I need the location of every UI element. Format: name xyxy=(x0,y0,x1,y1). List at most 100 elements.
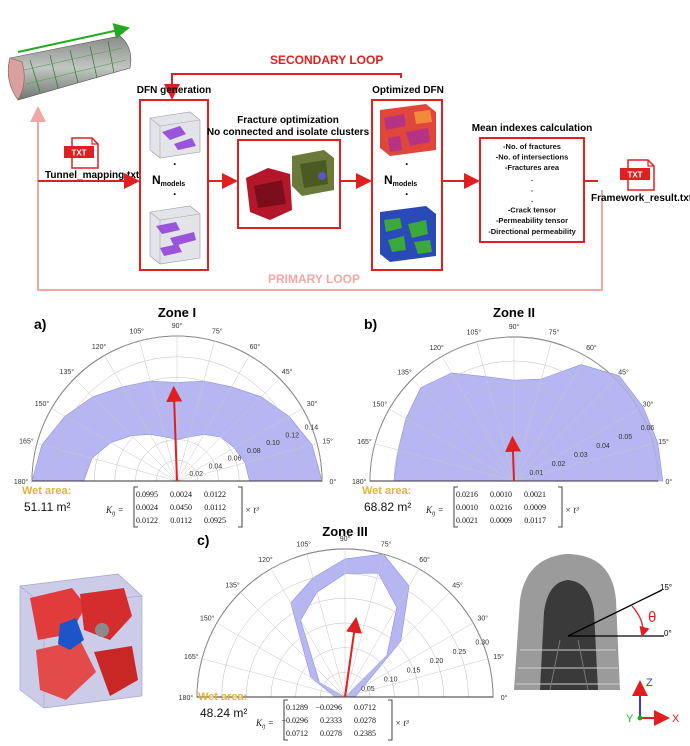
angle-spoke xyxy=(176,340,215,482)
optimized-dfn-box xyxy=(371,99,443,271)
wet-area-band xyxy=(393,364,664,482)
matrix-cell: −0.0296 xyxy=(281,716,308,725)
radial-tick-label: 0.20 xyxy=(430,658,444,665)
optimized-cube-bottom xyxy=(380,206,436,262)
k-factor: × t³ xyxy=(565,505,579,515)
angle-tick-label: 0° xyxy=(665,478,672,486)
angle-tick-label: 180° xyxy=(352,478,367,486)
angle-tick-label: 15° xyxy=(322,438,333,446)
matrix-bracket xyxy=(133,486,138,528)
matrix-cell: 0.0925 xyxy=(204,516,226,525)
angle-tick-label: 90° xyxy=(172,322,183,330)
angle-tick-label: 180° xyxy=(179,694,194,702)
angle-spoke xyxy=(51,408,178,482)
wet-area-zone-1: Wet area: 51.11 m² xyxy=(22,485,71,514)
axes-triad: Z Y X xyxy=(626,677,680,726)
dfn-generation-box xyxy=(139,99,209,271)
tunnel-section-image xyxy=(514,554,620,691)
angle-spoke xyxy=(216,622,346,698)
k-matrix-zone-1: Kij = 0.0995 0.0024 0.0122 0.0024 0.0450 0.011… xyxy=(105,486,259,528)
panel-label: b) xyxy=(364,316,377,332)
svg-text:Wet area:: Wet area: xyxy=(362,485,411,497)
radial-tick-label: 0.05 xyxy=(618,434,632,441)
matrix-cell: 0.0021 xyxy=(524,490,546,499)
input-file-icon: TXT xyxy=(64,137,99,169)
angle-tick-label: 30° xyxy=(307,400,318,408)
matrix-cell: 0.0117 xyxy=(524,516,546,525)
axis-z-label: Z xyxy=(646,677,653,689)
axis-x-label: X xyxy=(672,713,680,725)
angle-tick-label: 75° xyxy=(381,540,392,548)
fracture-optimization-title: Fracture optimization xyxy=(237,115,339,126)
angle-tick-label: 180° xyxy=(14,478,29,486)
radial-tick-label: 0.01 xyxy=(529,470,543,477)
dfn-generation-title: DFN generation xyxy=(137,85,211,96)
input-file-name: Tunnel_mapping.txt xyxy=(45,170,140,181)
radial-tick-label: 0.10 xyxy=(266,440,280,447)
angle-spoke xyxy=(441,356,515,482)
polar-plot-zone-2: 0.01 0.02 0.03 0.04 0.05 0.06 0° 15° 30° 45° 60° 75… xyxy=(352,305,672,486)
matrix-cell: 0.0216 xyxy=(490,503,512,512)
angle-tick-label: 30° xyxy=(643,401,654,409)
radial-tick-label: 0.06 xyxy=(228,456,242,463)
angle-tick-label: 105° xyxy=(129,327,144,335)
wet-area-value: 68.82 m² xyxy=(364,500,411,514)
mean-indexes-title: Mean indexes calculation xyxy=(472,123,593,134)
angle-tick-label: 45° xyxy=(618,369,629,377)
radial-tick-label: 0.03 xyxy=(574,452,588,459)
matrix-cell: 0.0995 xyxy=(136,490,158,499)
ellipsis-dot: · xyxy=(173,187,177,201)
radial-tick-label: 0.15 xyxy=(407,667,421,674)
matrix-cell: 0.2333 xyxy=(320,716,342,725)
dfn-3d-cube xyxy=(19,573,143,709)
optimized-dfn-title: Optimized DFN xyxy=(372,85,444,96)
isolated-cluster-red xyxy=(246,168,292,220)
matrix-cell: 0.0009 xyxy=(524,503,546,512)
angle-tick-label: 120° xyxy=(258,556,273,564)
matrix-cell: 0.0278 xyxy=(354,716,376,725)
polar-plot-zone-1: 0.02 0.04 0.06 0.08 0.10 0.12 0.14 0° 15° 30° 45° 6… xyxy=(14,305,337,486)
index-list: -No. of fractures -No. of intersections-F… xyxy=(488,142,576,236)
panel-label: a) xyxy=(34,316,46,332)
angle-tick-label: 75° xyxy=(549,329,560,337)
angle-tick-label: 120° xyxy=(92,343,107,351)
angle-tick-label: 105° xyxy=(297,540,312,548)
angle-spoke xyxy=(306,553,346,698)
tunnel-angle-lower: 0° xyxy=(664,629,672,638)
angle-spoke xyxy=(270,568,346,698)
tunnel-angle-upper: 15° xyxy=(660,583,672,592)
matrix-cell: 0.0021 xyxy=(456,516,478,525)
angle-spoke xyxy=(104,355,178,482)
axis-y-label: Y xyxy=(626,713,634,725)
radial-tick-label: 0.25 xyxy=(453,649,467,656)
radial-tick-label: 0.06 xyxy=(641,425,655,432)
index-item: -No. of intersections xyxy=(496,153,569,162)
k-matrix-zone-3: Kij = 0.1289 −0.0296 0.0712 −0.0296 0.2333 0.0… xyxy=(255,699,409,741)
radial-tick-label: 0.30 xyxy=(475,640,489,647)
angle-spoke xyxy=(344,658,489,698)
angle-tick-label: 135° xyxy=(397,369,412,377)
fracture-optimization-box xyxy=(237,139,341,229)
theta-symbol: θ xyxy=(648,609,656,626)
mean-indexes-box xyxy=(479,137,585,243)
matrix-cell: 0.0712 xyxy=(286,729,308,738)
zone-title: Zone III xyxy=(322,524,368,539)
output-file-icon: TXT xyxy=(620,159,655,191)
mean-direction-arrow xyxy=(344,616,362,698)
index-item: . xyxy=(531,184,533,193)
zone-title: Zone I xyxy=(158,305,196,320)
matrix-cell: 0.0122 xyxy=(204,490,226,499)
angle-spoke xyxy=(389,408,515,482)
primary-loop-label: PRIMARY LOOP xyxy=(268,272,360,286)
angle-spoke xyxy=(513,341,552,482)
angle-spoke xyxy=(476,341,515,482)
k-factor: × t³ xyxy=(395,718,409,728)
matrix-bracket xyxy=(453,486,458,528)
angle-tick-label: 135° xyxy=(60,368,75,376)
angle-tick-label: 150° xyxy=(200,615,215,623)
angle-tick-label: 165° xyxy=(19,438,34,446)
angle-tick-label: 45° xyxy=(452,582,463,590)
zone-title: Zone II xyxy=(493,305,535,320)
primary-loop-path xyxy=(30,106,603,291)
angle-tick-label: 165° xyxy=(184,653,199,661)
